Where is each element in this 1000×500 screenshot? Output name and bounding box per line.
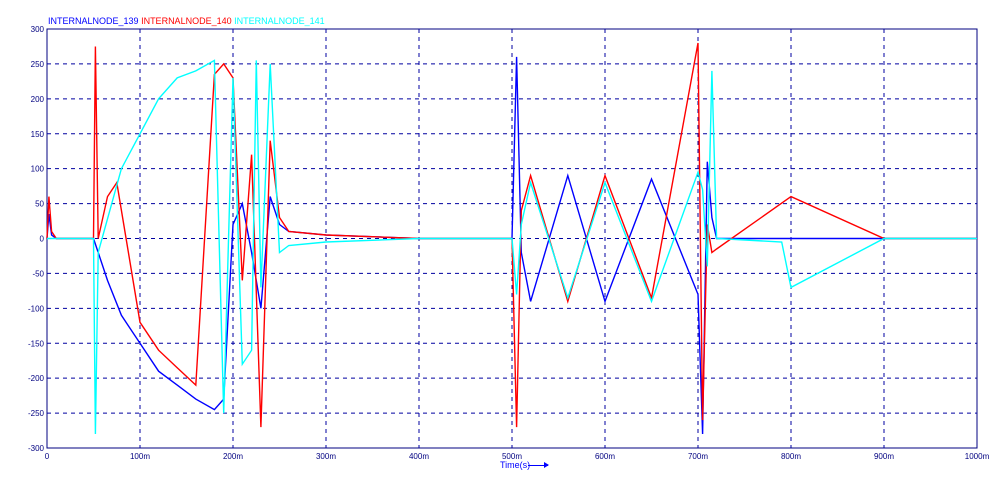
- y-tick-label: -150: [28, 339, 45, 348]
- legend-series-141: INTERNALNODE_141: [234, 16, 325, 26]
- chart-legend: INTERNALNODE_139 INTERNALNODE_140 INTERN…: [48, 16, 325, 26]
- x-axis-arrow-icon: [528, 462, 549, 468]
- y-tick-label: 100: [31, 165, 45, 174]
- x-tick-label: 300m: [316, 452, 336, 461]
- y-tick-label: 0: [40, 235, 45, 244]
- x-tick-label: 200m: [223, 452, 243, 461]
- legend-series-140: INTERNALNODE_140: [141, 16, 232, 26]
- y-tick-label: -300: [28, 444, 45, 453]
- y-tick-label: -100: [28, 304, 45, 313]
- y-tick-label: 200: [31, 95, 45, 104]
- x-tick-label: 400m: [409, 452, 429, 461]
- series-line-2: [47, 59, 977, 435]
- x-tick-label: 1000m: [965, 452, 990, 461]
- y-tick-label: -250: [28, 409, 45, 418]
- y-tick-label: 50: [35, 200, 44, 209]
- y-tick-label: -200: [28, 374, 45, 383]
- y-tick-label: 250: [31, 60, 45, 69]
- x-tick-label: 700m: [688, 452, 708, 461]
- x-tick-label: 800m: [781, 452, 801, 461]
- series-line-1: [46, 42, 977, 428]
- x-tick-label: 0: [45, 452, 50, 461]
- legend-series-139: INTERNALNODE_139: [48, 16, 139, 26]
- x-tick-label: 100m: [130, 452, 150, 461]
- x-tick-label: 900m: [874, 452, 894, 461]
- y-tick-label: -50: [32, 269, 44, 278]
- y-tick-label: 150: [31, 130, 45, 139]
- x-tick-label: 600m: [595, 452, 615, 461]
- x-axis-label: Time(s): [500, 460, 531, 470]
- y-tick-label: 300: [31, 25, 45, 34]
- x-tick-label: 500m: [502, 452, 522, 461]
